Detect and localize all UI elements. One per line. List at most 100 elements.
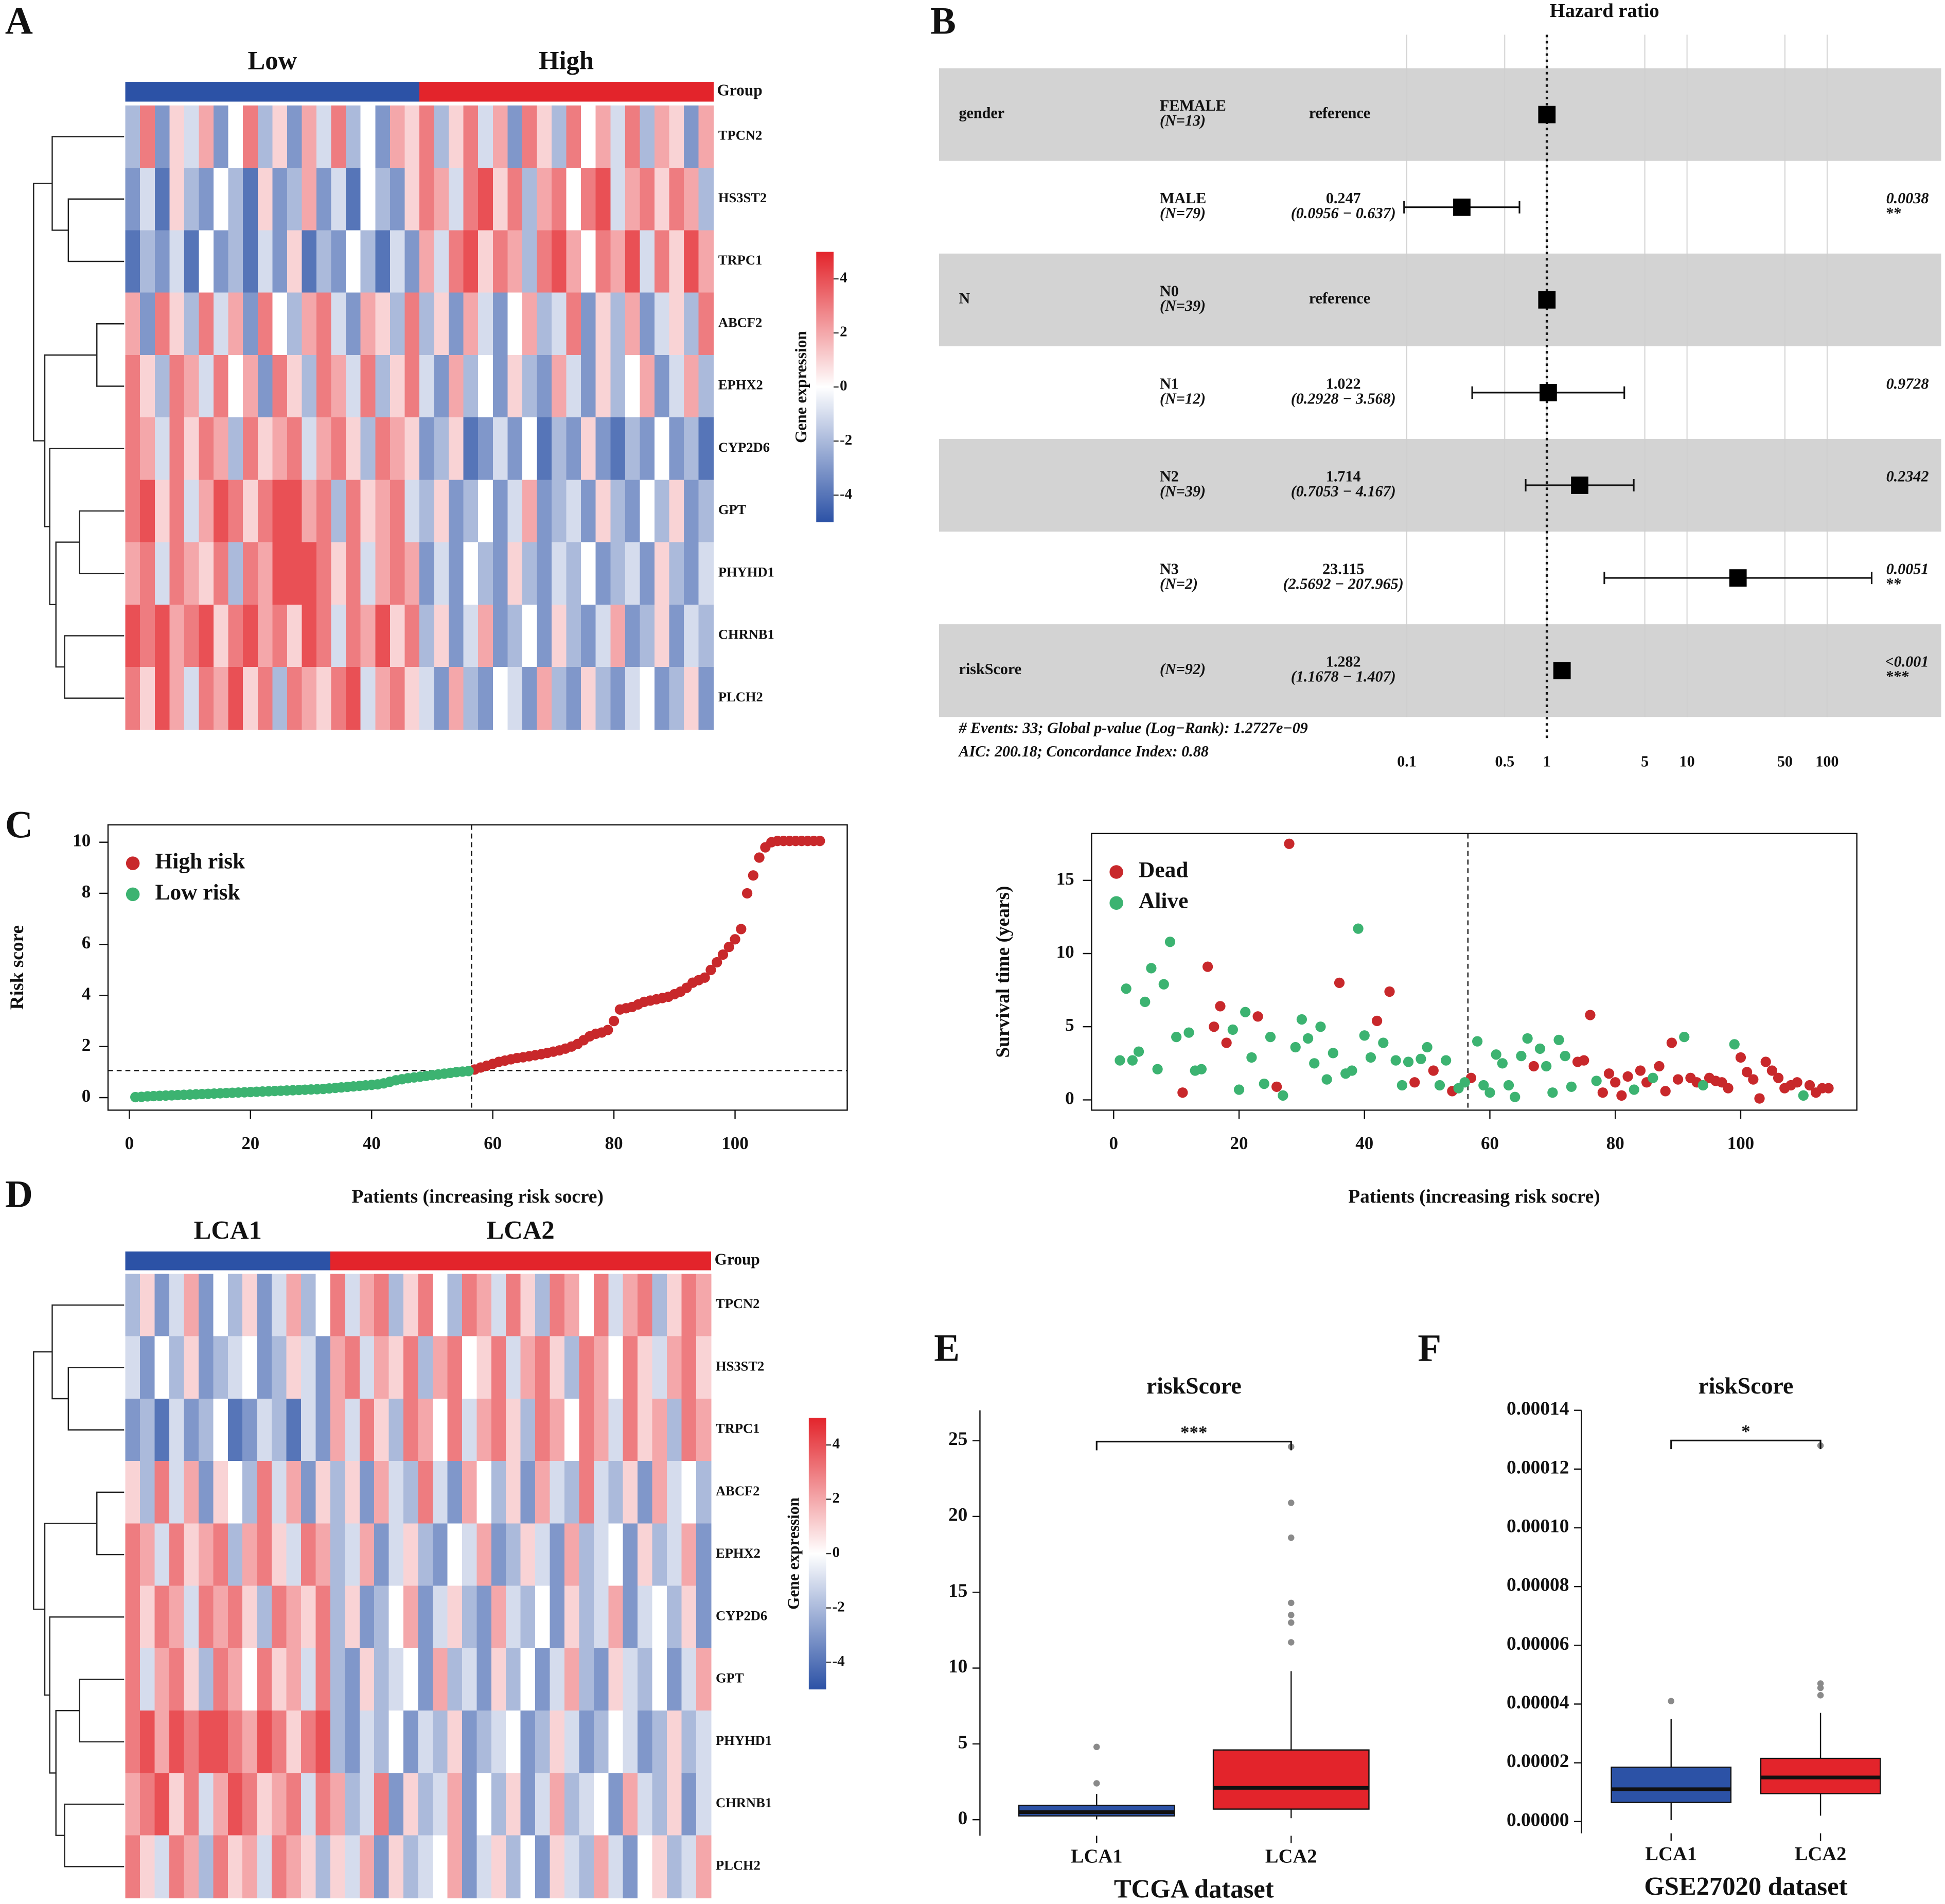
heatmap-cell (331, 355, 347, 418)
heatmap-cell (537, 230, 552, 293)
heatmap-cell (346, 105, 361, 169)
point (1434, 1080, 1445, 1091)
hr-value: 1.282 (1326, 653, 1361, 671)
heatmap-cell (667, 1648, 682, 1712)
heatmap-cell (375, 542, 391, 605)
heatmap-cell (169, 230, 185, 293)
heatmap-cell (330, 1585, 346, 1649)
significance-bracket (1670, 1439, 1822, 1450)
heatmap-cell (375, 230, 391, 293)
point (608, 1015, 620, 1027)
heatmap-cell (696, 1274, 712, 1337)
heatmap-cell (316, 292, 332, 356)
heatmap-cell (667, 1398, 682, 1462)
heatmap-cell (374, 1585, 390, 1649)
point (1146, 963, 1157, 974)
heatmap-cell (432, 1398, 448, 1462)
heatmap-cell (125, 1711, 141, 1774)
heatmap-cell (535, 1461, 551, 1524)
colorbar (808, 1418, 826, 1689)
heatmap-cell (315, 1711, 331, 1774)
heatmap-cell (316, 230, 332, 293)
heatmap-cell (491, 1773, 507, 1836)
heatmap-cell (302, 542, 317, 605)
heatmap-cell (184, 230, 200, 293)
hr-value: 0.247 (1326, 189, 1361, 207)
heatmap-cell (640, 230, 655, 293)
heatmap-cell (667, 1523, 682, 1586)
point (1603, 1068, 1615, 1079)
heatmap-cell (360, 417, 376, 481)
heatmap-cell (169, 292, 185, 356)
heatmap-cell (242, 1523, 258, 1586)
heatmap-cell (681, 1336, 697, 1399)
heatmap-cell (300, 1336, 316, 1399)
group-bar (125, 82, 420, 102)
point (1760, 1056, 1771, 1067)
heatmap-cell (302, 667, 317, 730)
heatmap-cell (257, 1585, 273, 1649)
heatmap-cell (684, 480, 699, 543)
heatmap-cell (681, 1585, 697, 1649)
hr-label: reference (1309, 290, 1370, 307)
heatmap-cell (608, 1585, 624, 1649)
heatmap-cell (564, 1336, 580, 1399)
heatmap-cell (610, 105, 626, 169)
heatmap-cell (579, 1773, 594, 1836)
heatmap-cell (140, 542, 155, 605)
heatmap-cell (491, 1711, 507, 1774)
heatmap-cell (286, 1773, 302, 1836)
hr-square (1538, 291, 1556, 309)
heatmap-cell (462, 1274, 478, 1337)
heatmap-cell (449, 105, 464, 169)
heatmap-cell (419, 542, 435, 605)
heatmap-cell (300, 1711, 316, 1774)
point (1416, 1053, 1426, 1064)
panel-letter: B (930, 0, 956, 42)
heatmap-cell (360, 667, 376, 730)
heatmap-cell (463, 230, 479, 293)
heatmap-cell (625, 168, 641, 231)
heatmap-cell (125, 292, 141, 356)
heatmap-cell (449, 542, 464, 605)
heatmap-cell (652, 1711, 668, 1774)
heatmap-cell (476, 1585, 492, 1649)
y-tick-label: 10 (73, 831, 91, 851)
heatmap-cell (125, 168, 141, 231)
y-tick-label: 15 (1056, 869, 1074, 889)
forest-title: Hazard ratio (1550, 0, 1659, 22)
legend-marker (1109, 896, 1123, 910)
heatmap-cell (522, 292, 538, 356)
point (1271, 1081, 1282, 1092)
heatmap-cell (242, 1835, 258, 1898)
heatmap-cell (140, 105, 155, 169)
heatmap-cell (506, 1398, 521, 1462)
heatmap-cell (243, 355, 258, 418)
heatmap-cell (552, 230, 567, 293)
group-bar (125, 1251, 331, 1271)
y-tick-label: 0.00010 (1507, 1516, 1569, 1537)
heatmap-cell (550, 1585, 565, 1649)
heatmap-cell (623, 1773, 639, 1836)
heatmap-cell (491, 1648, 507, 1712)
heatmap-cell (581, 604, 596, 668)
heatmap-cell (550, 1773, 565, 1836)
heatmap-cell (346, 292, 361, 356)
heatmap-cell (593, 1461, 609, 1524)
heatmap-cell (140, 1523, 155, 1586)
heatmap-cell (375, 667, 391, 730)
heatmap-cell (403, 1398, 419, 1462)
footnote: # Events: 33; Global p-value (Log−Rank):… (958, 719, 1307, 736)
point (1459, 1077, 1470, 1088)
heatmap-cell (345, 1585, 360, 1649)
x-axis-label: Patients (increasing risk socre) (1348, 1186, 1600, 1207)
heatmap-cell (418, 1648, 433, 1712)
heatmap-cell (652, 1835, 668, 1898)
heatmap-cell (522, 667, 538, 730)
heatmap-cell (213, 1773, 228, 1836)
point (1629, 1084, 1639, 1095)
group-name: LCA2 (487, 1216, 555, 1245)
heatmap-cell (535, 1523, 551, 1586)
point (1121, 983, 1131, 994)
heatmap-cell (652, 1585, 668, 1649)
